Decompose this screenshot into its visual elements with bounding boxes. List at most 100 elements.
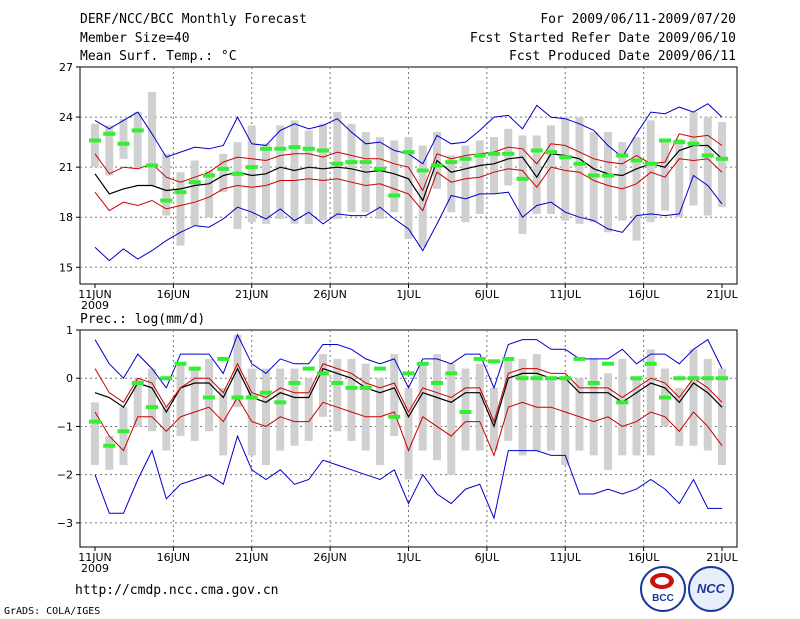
panel-1: 11JUN 16JUN 21JUN 26JUN 1JUL 6JUL 11JUL 16JUL 21… [59,61,739,312]
spread-box [561,117,570,221]
observation-marker [388,414,401,419]
spread-box [675,138,684,218]
spread-box [105,125,114,176]
observation-marker [644,161,657,166]
observation-marker [174,361,187,366]
spread-box [190,160,199,226]
x-tick-label: 6JUL [475,288,500,301]
observation-marker [217,166,230,171]
observation-marker [644,361,657,366]
observation-marker [459,156,472,161]
spread-box [447,363,456,475]
x-tick-label: 16JUL [628,551,660,564]
spread-box [148,92,156,186]
observation-marker [245,395,258,400]
spread-box [262,368,270,466]
source-url[interactable]: http://cmdp.ncc.cma.gov.cn [75,583,279,598]
observation-marker [701,376,714,381]
variable-label: Mean Surf. Temp.: °C [80,49,237,64]
spread-box [561,378,570,466]
spread-box [518,135,527,234]
y-tick-label: 21 [59,161,73,174]
spread-box [703,117,712,216]
spread-box [604,132,612,233]
fcst-produced-date: Fcst Produced Date 2009/06/11 [509,49,736,64]
spread-box [575,117,584,224]
observation-marker [488,151,500,156]
spread-box [119,118,128,159]
observation-marker [345,160,358,165]
x-tick-label: 6JUL [475,551,500,564]
observation-marker [89,419,101,424]
observation-marker [716,376,728,381]
spread-box [148,368,156,432]
spread-box [219,153,228,193]
spread-box [646,349,655,456]
spread-box [290,368,299,446]
series-line-ensemble-upper [94,133,723,192]
observation-marker [687,141,700,146]
observation-marker [131,381,144,386]
y-tick-label: 0 [66,372,73,385]
spread-box [475,363,484,451]
observation-marker [630,376,643,381]
observation-marker [103,131,116,136]
spread-box [262,143,270,224]
observation-marker [274,400,287,405]
spread-box [447,155,456,213]
observation-marker [445,371,458,376]
fcst-started-date: Fcst Started Refer Date 2009/06/10 [469,31,736,46]
spread-box [575,378,584,451]
series-line-ensemble-max [94,434,722,520]
spread-box [205,170,213,218]
y-tick-label: 15 [59,261,73,274]
observation-marker [416,168,429,173]
spread-box [689,112,698,206]
spread-box [105,436,114,470]
y-tick-label: −2 [57,469,73,482]
observation-marker [331,161,344,166]
observation-marker [459,409,472,414]
spread-box [433,354,441,461]
spread-box [589,358,598,456]
forecast-period: For 2009/06/11-2009/07/20 [540,12,736,27]
observation-marker [388,193,401,198]
observation-marker [188,180,201,185]
observation-marker [203,173,215,178]
spread-box [91,402,99,466]
spread-box [233,334,242,408]
x-tick-label: 11JUL [550,288,582,301]
observation-marker [530,148,543,153]
spread-box [276,125,285,219]
x-tick-label: 26JUN [313,551,347,564]
observation-marker [402,371,415,376]
spread-box [347,358,356,441]
observation-marker [673,376,686,381]
observation-marker [288,145,301,150]
observation-marker [217,356,230,361]
spread-box [404,137,413,239]
observation-marker [573,161,586,166]
observation-marker [516,376,529,381]
x-tick-label: 11JUN [78,288,112,301]
spread-box [119,407,128,466]
spread-box [247,368,256,456]
observation-marker [117,141,130,146]
spread-box [532,135,541,214]
observation-marker [302,366,315,371]
spread-box [361,363,370,451]
spread-box [618,142,627,221]
spread-box [718,368,726,466]
spread-box [490,137,498,194]
observation-marker [701,153,714,158]
observation-marker [687,376,700,381]
spread-box [547,125,555,214]
observation-marker [659,138,671,143]
spread-box [718,122,726,208]
observation-marker [445,160,458,165]
x-tick-label: 21JUL [706,551,738,564]
y-tick-label: 18 [59,211,73,224]
spread-box [319,123,327,221]
observation-marker [274,146,287,151]
x-tick-label: 21JUN [235,288,269,301]
